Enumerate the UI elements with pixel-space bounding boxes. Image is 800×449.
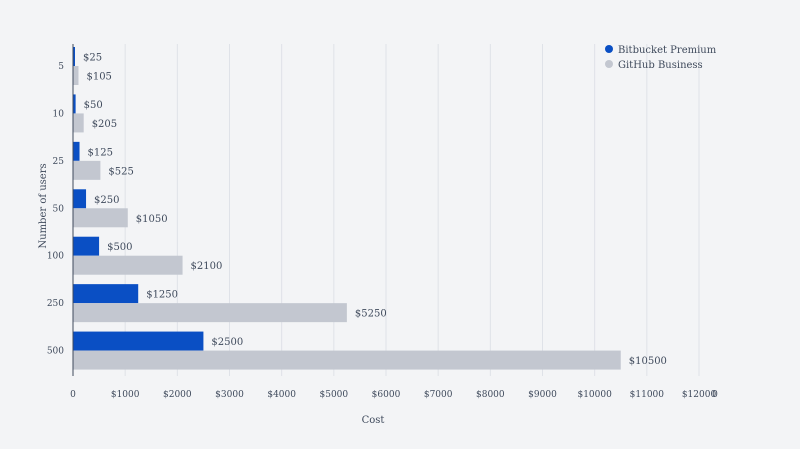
x-axis-title: Cost: [362, 415, 385, 426]
bar: [73, 113, 84, 133]
x-tick-label: $1000: [111, 390, 140, 400]
x-tick-label: $11000: [630, 390, 665, 400]
bar: [73, 208, 128, 228]
category-label: 10: [53, 109, 65, 119]
category-label: 25: [53, 157, 65, 167]
x-tick-label: $7000: [424, 390, 453, 400]
legend-label: Bitbucket Premium: [618, 45, 717, 56]
data-label: $2500: [211, 337, 243, 348]
x-tick-label: $3000: [215, 390, 244, 400]
category-label: 500: [47, 347, 64, 357]
category-label: 250: [47, 299, 64, 309]
bar: [73, 189, 87, 209]
x-tick-label-trailing: 0: [712, 390, 718, 400]
bar: [73, 47, 75, 66]
category-label: 5: [58, 62, 64, 72]
data-label: $125: [88, 147, 113, 158]
data-label: $500: [107, 242, 132, 253]
x-tick-labels: 0 $1000 $2000 $3000 $4000 $5000 $6000 $7000 $800…: [70, 390, 718, 400]
x-tick-label: $8000: [476, 390, 505, 400]
data-label: $525: [108, 166, 133, 177]
x-tick-label: $12000: [682, 390, 717, 400]
data-label: $2100: [191, 261, 223, 272]
data-label: $5250: [355, 309, 387, 320]
x-tick-label: $5000: [320, 390, 349, 400]
data-label: $50: [84, 100, 103, 111]
bar: [73, 284, 139, 304]
legend-swatch: [605, 45, 613, 53]
bars: [73, 47, 621, 370]
data-label: $10500: [629, 356, 667, 367]
category-labels: 5 10 25 50 100 250 500: [47, 62, 64, 357]
data-label: $105: [86, 72, 111, 83]
bar: [73, 255, 183, 275]
x-tick-label: $4000: [267, 390, 296, 400]
legend: Bitbucket Premium GitHub Business: [605, 45, 717, 71]
data-label: $250: [94, 195, 119, 206]
x-tick-label: $9000: [528, 390, 557, 400]
value-labels: $25 $105 $50 $205 $125 $525 $250 $1050 $500 $2100…: [83, 53, 667, 368]
bar: [73, 66, 79, 85]
y-axis-title: Number of users: [38, 163, 49, 248]
category-label: 100: [47, 252, 64, 262]
grid-lines: [124, 44, 700, 376]
bar: [73, 236, 100, 256]
bar: [73, 303, 347, 323]
legend-swatch: [605, 60, 613, 68]
legend-label: GitHub Business: [618, 60, 703, 71]
data-label: $25: [83, 53, 102, 64]
bar: [73, 141, 80, 161]
data-label: $1250: [146, 290, 178, 301]
x-tick-label: 0: [70, 390, 76, 400]
x-tick-label: $10000: [577, 390, 612, 400]
x-tick-label: $6000: [372, 390, 401, 400]
data-label: $205: [92, 119, 117, 130]
bar: [73, 350, 621, 370]
bar: [73, 331, 204, 351]
data-label: $1050: [136, 214, 168, 225]
x-tick-label: $2000: [163, 390, 192, 400]
bar: [73, 160, 101, 180]
category-label: 50: [53, 204, 65, 214]
bar: [73, 94, 76, 114]
